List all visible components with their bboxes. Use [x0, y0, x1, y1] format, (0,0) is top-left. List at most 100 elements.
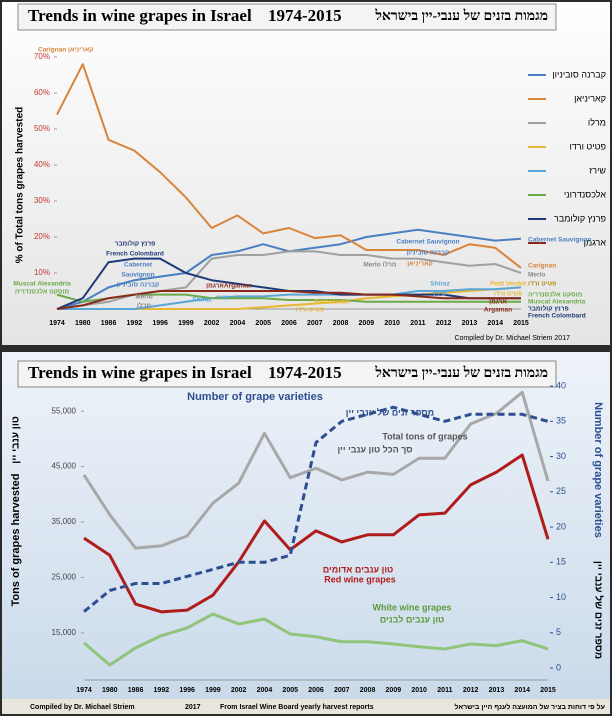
x-tick-label: 2002 — [231, 687, 247, 694]
annotation: Cabernet Sauvignon — [528, 237, 591, 244]
x-tick-label: 1999 — [178, 320, 194, 327]
annotation: מרלו — [137, 302, 151, 310]
annotation: ארגמן — [206, 283, 224, 290]
x-tick-label: 1974 — [49, 320, 65, 327]
x-tick-label: 2006 — [281, 320, 297, 327]
annotation: פרנץ קולומבר — [115, 240, 156, 248]
x-tick-label: 2007 — [307, 320, 323, 327]
subtitle: 1974-2015 — [268, 363, 342, 382]
legend-label: פרנץ קולומבר — [554, 213, 606, 223]
legend-label: מרלו — [588, 117, 606, 127]
annotation: קברנה סוביניון — [117, 282, 159, 289]
y2-tick-label: 10 — [556, 592, 566, 602]
x-tick-label: 1986 — [101, 320, 117, 327]
y-tick-label: 15,000 — [52, 628, 77, 637]
annotation: Petit Verdot — [490, 281, 527, 288]
title-hebrew: מגמות בזנים של ענבי-יין בישראל — [374, 365, 548, 381]
title-box — [17, 3, 557, 31]
annotation: פטיט ורדו — [296, 307, 324, 314]
x-tick-label: 2008 — [360, 687, 376, 694]
x-tick-label: 1992 — [154, 687, 170, 694]
series-line — [56, 290, 521, 310]
x-tick-label: 2009 — [386, 687, 402, 694]
y2-tick-label: 35 — [556, 416, 566, 426]
x-tick-label: 2009 — [359, 320, 375, 327]
annotation: טון ענבים לבנים — [380, 614, 444, 624]
annotation: French Colombard — [106, 251, 164, 258]
x-tick-label: 1999 — [205, 687, 221, 694]
legend-label: קברנה סוביניון — [552, 69, 606, 79]
credit: From Israel Wine Board yearly harvest re… — [220, 704, 374, 711]
credit: Compiled by Dr. Michael Striem — [30, 704, 135, 711]
annotation: Carignan — [528, 263, 556, 270]
annotation: קברנה סוביניון — [407, 250, 449, 257]
y-tick-label: 60% — [34, 88, 50, 97]
x-tick-label: 2015 — [513, 320, 529, 327]
annotation: Cabernet — [124, 262, 153, 269]
title: Trends in wine grapes in Israel — [28, 6, 252, 25]
x-tick-label: 2006 — [308, 687, 324, 694]
x-tick-label: 2002 — [204, 320, 220, 327]
annotation: שירז — [215, 295, 228, 302]
y2-tick-label: 25 — [556, 486, 566, 496]
annotation: פטיט ורדו — [494, 291, 522, 298]
annotation: פרנץ קולומבר — [528, 305, 569, 313]
y-tick-label: 50% — [34, 124, 50, 133]
x-tick-label: 1974 — [76, 687, 92, 694]
annotation: מוסקט אלכסנדריה — [15, 288, 70, 296]
y2-axis-label: Number of grape varieties — [592, 402, 604, 538]
x-tick-label: 2004 — [230, 320, 246, 327]
series-label: White wine grapes — [372, 602, 451, 612]
y-axis-label: % of Total tons grapes harvested — [15, 107, 26, 264]
panel-bottom — [2, 352, 610, 714]
annotation: Merlo — [135, 294, 152, 301]
annotation: מספר זנים של ענבי יין — [346, 407, 434, 417]
series-line — [83, 405, 549, 613]
y2-tick-label: 20 — [556, 521, 566, 531]
annotation: מוסקט אלכסנדריה — [528, 291, 583, 299]
y2-tick-label: 30 — [556, 451, 566, 461]
y2-tick-label: 40 — [556, 380, 566, 390]
series-line — [83, 612, 549, 667]
legend-label: קאריניאן — [574, 93, 606, 103]
x-tick-label: 1980 — [75, 320, 91, 327]
legend-label: ארגמן — [584, 237, 607, 247]
legend-label: אלכסנדרוני — [564, 189, 607, 199]
annotation: פטיט ורדו — [528, 281, 556, 288]
series-label: Number of grape varieties — [187, 391, 323, 403]
x-tick-label: 2004 — [257, 687, 273, 694]
x-tick-label: 2011 — [437, 687, 452, 694]
y2-tick-label: 5 — [556, 627, 561, 637]
annotation: Petit Verdot — [314, 299, 351, 306]
series-label: Total tons of grapes — [382, 431, 467, 441]
x-tick-label: 1996 — [179, 687, 195, 694]
y-tick-label: 40% — [34, 160, 50, 169]
annotation: Carignan קאריניאן — [38, 47, 94, 54]
x-tick-label: 1996 — [152, 320, 168, 327]
series-line — [56, 63, 522, 269]
x-tick-label: 2008 — [333, 320, 349, 327]
x-tick-label: 2014 — [487, 320, 503, 327]
y2-axis-label-hebrew: מספר זנים של ענבי יין — [592, 561, 604, 659]
annotation: שירז — [433, 291, 446, 298]
annotation: ארגמן — [489, 299, 507, 306]
x-tick-label: 2011 — [410, 320, 425, 327]
annotation: טון ענבים אדומים — [323, 564, 394, 574]
y-tick-label: 25,000 — [52, 573, 77, 582]
y2-tick-label: 0 — [556, 662, 561, 672]
legend-label: פטיט ורדו — [569, 141, 606, 151]
annotation: Sauvignon — [121, 272, 154, 279]
title: Trends in wine grapes in Israel — [28, 363, 252, 382]
annotation: French Colombard — [528, 313, 586, 320]
title-box — [17, 360, 557, 388]
y-tick-label: 55,000 — [52, 406, 77, 415]
x-tick-label: 1992 — [127, 320, 143, 327]
series-line — [83, 453, 550, 614]
y-axis-label-hebrew: טון ענבי יין — [11, 416, 22, 464]
x-tick-label: 2012 — [463, 687, 479, 694]
x-tick-label: 2015 — [540, 687, 556, 694]
x-tick-label: 2005 — [282, 687, 298, 694]
x-tick-label: 2012 — [436, 320, 452, 327]
annotation: Merlo מרלו — [363, 261, 397, 269]
